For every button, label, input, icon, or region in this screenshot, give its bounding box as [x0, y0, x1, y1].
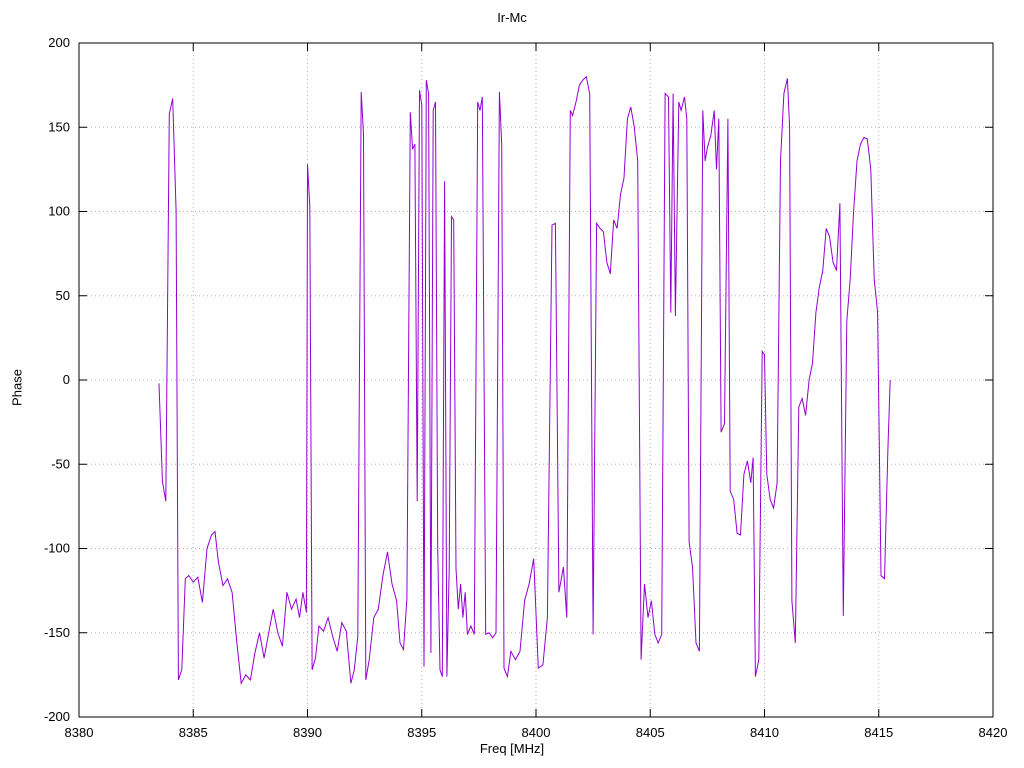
phase-line — [158, 75, 891, 685]
x-tick-label: 8385 — [179, 725, 208, 740]
x-axis-label: Freq [MHz] — [479, 741, 545, 756]
x-tick-label: 8380 — [65, 725, 94, 740]
y-tick-label: -50 — [51, 456, 70, 471]
x-tick-label: 8395 — [407, 725, 436, 740]
chart-title: Ir-Mc — [497, 10, 527, 25]
y-tick-label: -100 — [44, 541, 70, 556]
y-tick-label: 0 — [63, 372, 70, 387]
x-tick-label: 8410 — [750, 725, 779, 740]
x-tick-label: 8390 — [293, 725, 322, 740]
y-tick-label: 50 — [56, 288, 70, 303]
y-tick-label: 200 — [48, 35, 70, 50]
y-tick-label: -200 — [44, 709, 70, 724]
x-tick-label: 8420 — [979, 725, 1008, 740]
y-tick-label: -150 — [44, 625, 70, 640]
x-tick-label: 8405 — [636, 725, 665, 740]
y-tick-label: 100 — [48, 204, 70, 219]
x-tick-label: 8400 — [522, 725, 551, 740]
x-tick-label: 8415 — [864, 725, 893, 740]
y-tick-label: 150 — [48, 119, 70, 134]
